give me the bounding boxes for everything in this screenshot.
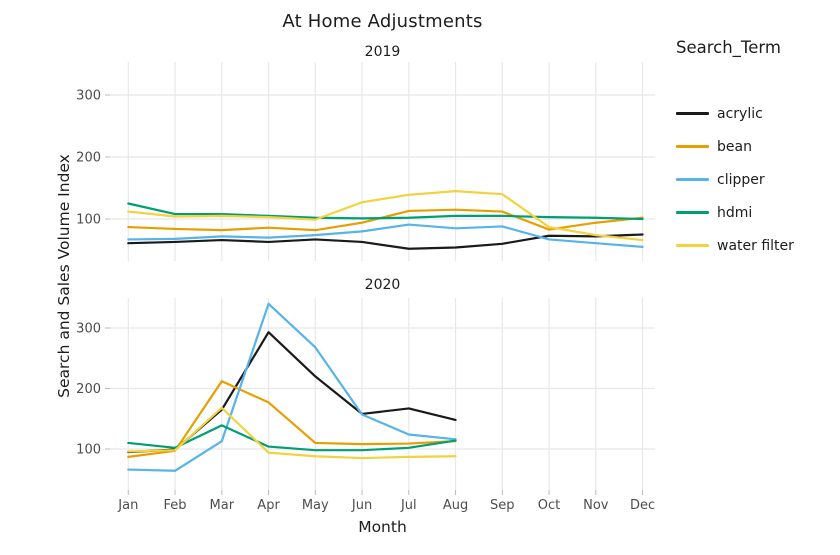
legend-item-bean: bean <box>676 130 794 163</box>
legend-item-label: bean <box>717 138 752 155</box>
legend-title: Search_Term <box>676 38 781 57</box>
x-tick-label: Dec <box>630 498 655 513</box>
legend-item-hdmi: hdmi <box>676 196 794 229</box>
x-tick-label: Feb <box>164 498 187 513</box>
x-tick-label: Jul <box>400 498 417 513</box>
legend-key-line <box>676 244 709 247</box>
legend-items: acrylic bean clipper hdmi water filter <box>676 97 794 262</box>
y-tick-label: 300 <box>76 89 101 104</box>
legend-item-clipper: clipper <box>676 163 794 196</box>
series-line-clipper-2019 <box>127 223 644 248</box>
series-line-water-filter-2020 <box>127 406 457 460</box>
x-tick-label: Nov <box>583 498 609 513</box>
legend-item-acrylic: acrylic <box>676 97 794 130</box>
series-line-water-filter-2019 <box>127 190 644 242</box>
y-tick-label: 100 <box>76 443 101 458</box>
series-line-bean-2020 <box>127 380 457 458</box>
x-tick-label: Sep <box>490 498 515 513</box>
legend-item-label: acrylic <box>717 105 763 122</box>
legend-key-line <box>676 211 709 214</box>
x-tick-label: Apr <box>257 498 280 513</box>
x-tick-label: Jun <box>351 498 372 513</box>
facet-strip-2020: 2020 <box>364 277 401 293</box>
y-tick-label: 100 <box>76 213 101 228</box>
legend-item-water-filter: water filter <box>676 229 794 262</box>
series-line-clipper-2020 <box>127 302 457 472</box>
facet-strip-2019: 2019 <box>364 44 401 60</box>
x-tick-label: Oct <box>538 498 560 513</box>
chart-title: At Home Adjustments <box>282 11 483 32</box>
x-tick-label: Jan <box>117 498 138 513</box>
x-tick-label: Mar <box>210 498 235 513</box>
legend-key-line <box>676 145 709 148</box>
y-tick-label: 300 <box>76 322 101 337</box>
legend: Search_Term acrylic bean clipper hdmi water … <box>676 38 794 262</box>
legend-key-line <box>676 112 709 115</box>
y-axis-title: Search and Sales Volume Index <box>55 154 73 398</box>
x-axis-title: Month <box>358 518 407 536</box>
legend-key-line <box>676 178 709 181</box>
legend-item-label: water filter <box>717 237 794 254</box>
series-line-acrylic-2019 <box>127 233 644 250</box>
series-line-hdmi-2020 <box>127 424 457 452</box>
legend-item-label: hdmi <box>717 204 753 221</box>
y-tick-label: 200 <box>76 382 101 397</box>
legend-item-label: clipper <box>717 171 765 188</box>
x-tick-label: May <box>302 498 329 513</box>
series-line-hdmi-2019 <box>127 202 644 221</box>
y-tick-label: 200 <box>76 151 101 166</box>
x-tick-label: Aug <box>443 498 468 513</box>
